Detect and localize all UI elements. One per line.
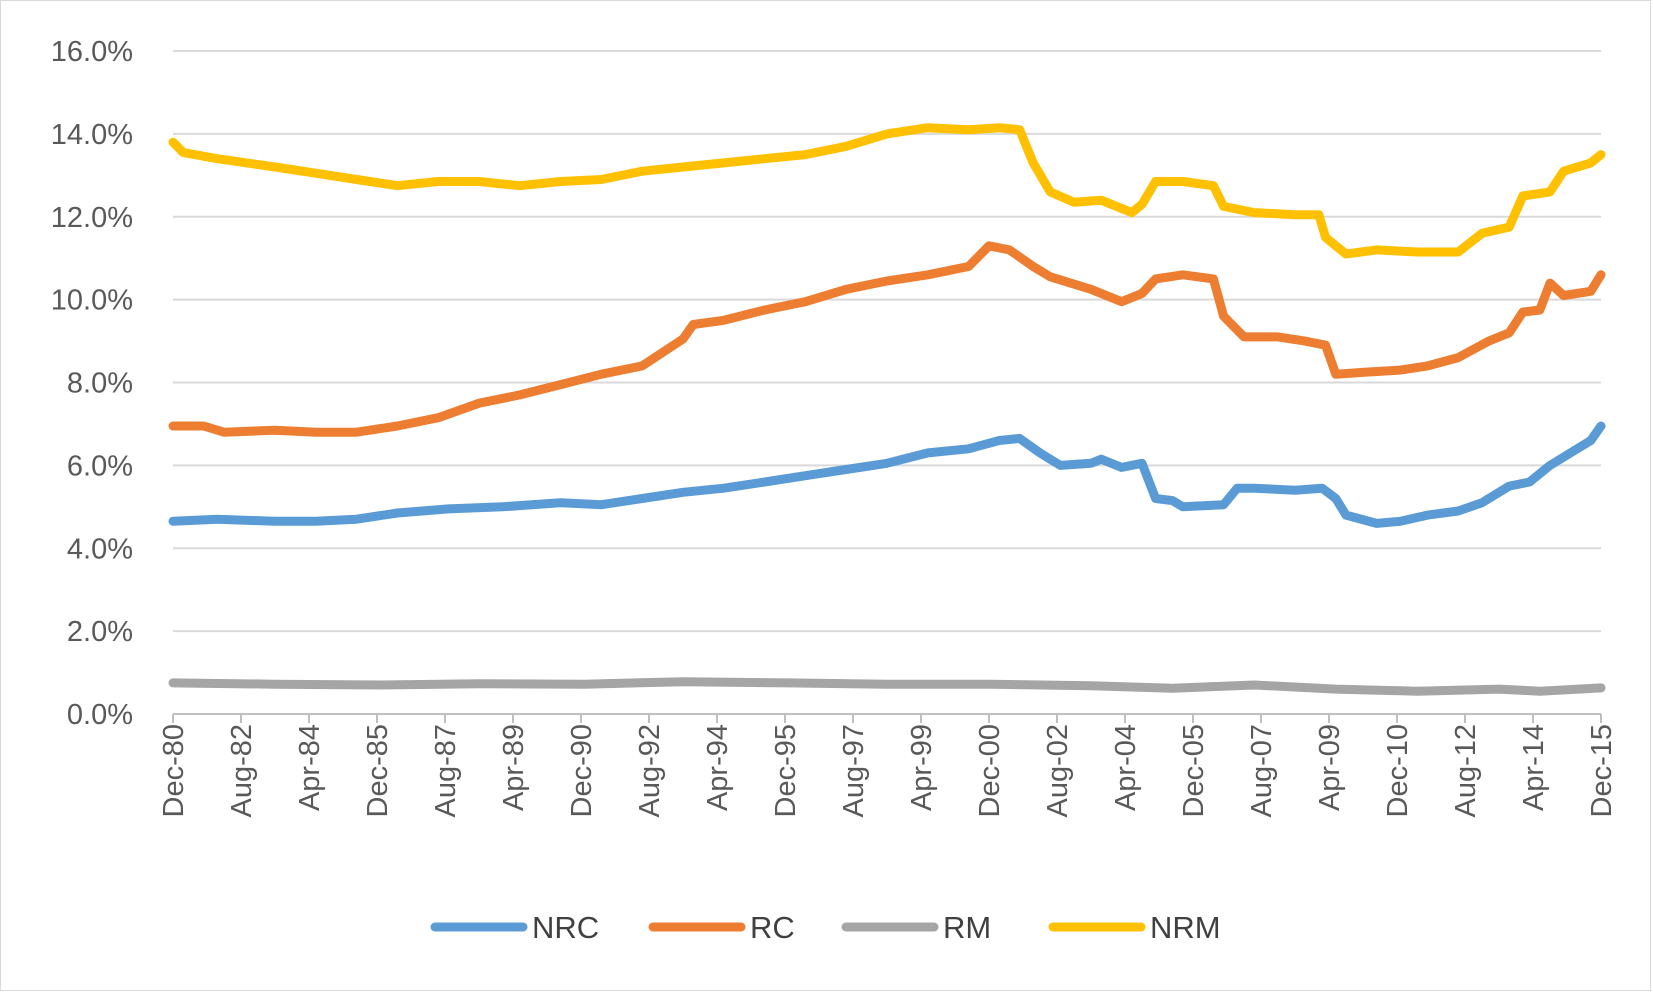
x-tick-label: Apr-94: [702, 724, 734, 811]
y-tick-label: 16.0%: [51, 36, 133, 68]
y-tick-label: 14.0%: [51, 119, 133, 151]
x-tick-label: Dec-80: [158, 724, 190, 818]
x-tick-label: Dec-10: [1382, 724, 1414, 818]
y-tick-label: 8.0%: [67, 368, 133, 400]
legend: NRC RC RM NRM: [430, 910, 1221, 945]
y-tick-label: 4.0%: [67, 533, 133, 565]
x-tick-label: Dec-05: [1178, 724, 1210, 818]
series-line-rc: [168, 241, 1606, 437]
series-line-nrm: [168, 123, 1606, 259]
legend-label-rc: RC: [750, 910, 795, 945]
x-tick-label: Dec-15: [1586, 724, 1618, 818]
legend-label-nrc: NRC: [532, 910, 599, 945]
y-tick-label: 0.0%: [67, 699, 133, 731]
x-tick-label: Aug-02: [1042, 724, 1074, 818]
x-tick-label: Aug-12: [1450, 724, 1482, 818]
x-tick-label: Apr-04: [1110, 724, 1142, 811]
y-tick-label: 2.0%: [67, 616, 133, 648]
x-tick-label: Aug-97: [838, 724, 870, 818]
x-tick-label: Apr-09: [1314, 724, 1346, 811]
x-tick-label: Dec-00: [974, 724, 1006, 818]
x-tick-label: Dec-95: [770, 724, 802, 818]
y-tick-label: 12.0%: [51, 202, 133, 234]
x-tick-label: Apr-14: [1518, 724, 1550, 811]
series-line-rm: [168, 677, 1606, 696]
y-axis-tick-labels: 0.0% 2.0% 4.0% 6.0% 8.0% 10.0% 12.0% 14.0% 16.0%: [51, 36, 133, 731]
x-tick-label: Aug-92: [634, 724, 666, 818]
x-tick-label: Aug-87: [430, 724, 462, 818]
y-tick-label: 6.0%: [67, 450, 133, 482]
x-tick-label: Aug-07: [1246, 724, 1278, 818]
x-tick-label: Dec-90: [566, 724, 598, 818]
series-lines: [168, 123, 1606, 696]
series-line-nrc: [168, 421, 1606, 528]
y-tick-label: 10.0%: [51, 285, 133, 317]
legend-label-nrm: NRM: [1150, 910, 1221, 945]
x-tick-label: Apr-99: [906, 724, 938, 811]
x-axis: Dec-80 Aug-82 Apr-84 Dec-85 Aug-87 Apr-89 Dec-…: [158, 713, 1618, 818]
x-tick-label: Aug-82: [226, 724, 258, 818]
x-tick-label: Apr-89: [498, 724, 530, 811]
legend-label-rm: RM: [943, 910, 991, 945]
x-tick-label: Apr-84: [294, 724, 326, 811]
x-tick-label: Dec-85: [362, 724, 394, 818]
